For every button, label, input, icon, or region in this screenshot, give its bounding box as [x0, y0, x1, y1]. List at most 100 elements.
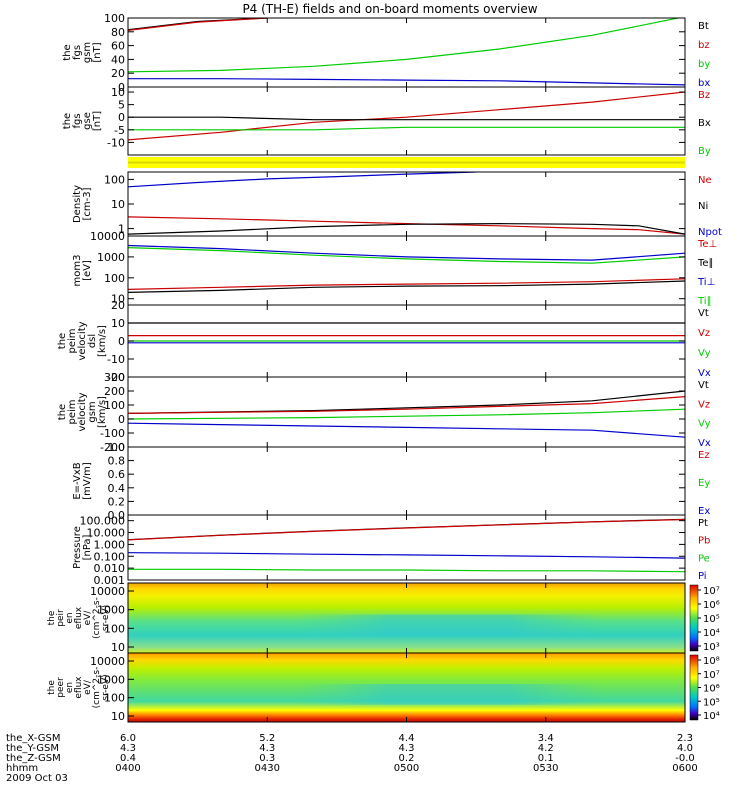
- colorbar-tick-label: 10⁴: [703, 628, 720, 639]
- legend-by: by: [698, 59, 710, 70]
- ephemeris-value: 4.2: [538, 743, 554, 754]
- ephemeris-value: 4.4: [399, 733, 415, 744]
- ylabel-line: Pressure: [72, 526, 83, 569]
- ylabel-line: (cm^2-s-: [92, 667, 102, 709]
- y-tick-label: 1000: [97, 673, 125, 686]
- y-tick-label: -10: [107, 136, 125, 149]
- ylabel-line: the: [62, 44, 73, 60]
- legend-Bx: Bx: [698, 118, 711, 129]
- ylabel-line: peir: [56, 609, 66, 627]
- ylabel-line: eflux: [74, 606, 84, 629]
- ylabel-line: fgs: [72, 45, 83, 60]
- ylabel-line: mom3: [72, 255, 83, 287]
- colorbar: [689, 584, 699, 652]
- ylabel-line: gsm: [82, 42, 93, 63]
- y-tick-label: -5: [114, 124, 125, 137]
- ephemeris-value: 4.0: [677, 743, 693, 754]
- y-tick-label: 10.000: [87, 527, 126, 540]
- y-tick-label: 10000: [90, 585, 125, 598]
- colorbar-tick-label: 10⁴: [703, 711, 720, 722]
- legend-Ni: Ni: [698, 201, 708, 212]
- y-tick-label: 40: [111, 53, 125, 66]
- ephemeris-value: 4.3: [259, 743, 275, 754]
- legend-Vx: Vx: [698, 368, 711, 379]
- series-line-Pb: [128, 518, 685, 541]
- ylabel-line: the: [57, 404, 68, 420]
- y-tick-label: 1.000: [94, 538, 126, 551]
- panel-plot-area: [128, 390, 685, 438]
- ylabel-line: velocity: [77, 321, 88, 360]
- ylabel-line: fgs: [72, 113, 83, 128]
- series-line-Pi: [128, 552, 685, 559]
- ylabel-line: peim: [67, 328, 78, 353]
- legend-Vx: Vx: [698, 438, 711, 449]
- series-line-Vt: [128, 390, 685, 414]
- y-tick-label: 80: [111, 26, 125, 39]
- legend-Ey: Ey: [698, 478, 710, 489]
- y-tick-label: -20: [107, 371, 125, 384]
- colorbar-tick-label: 10⁸: [703, 656, 720, 667]
- legend-Vy: Vy: [698, 348, 711, 359]
- ephemeris-label: the_Y-GSM: [6, 743, 59, 754]
- ephemeris-value: 5.2: [259, 733, 275, 744]
- ylabel-line: peer: [56, 677, 66, 698]
- series-line-Ni: [128, 222, 685, 235]
- ylabel-line: E=-VxB: [72, 462, 83, 499]
- legend-Te⊥: Te⊥: [697, 239, 717, 250]
- panel-frame: [127, 86, 686, 156]
- ylabel-line: peim: [67, 399, 78, 424]
- ylabel-line: the: [47, 680, 57, 695]
- y-tick-label: 10000: [90, 655, 125, 668]
- ylabel-line: en: [65, 682, 75, 693]
- panel-ylabel: the fgs gsm [nT]: [62, 42, 103, 63]
- y-tick-label: 0: [118, 413, 125, 426]
- legend-Vz: Vz: [698, 328, 710, 339]
- ylabel-line: [km/s]: [97, 396, 108, 428]
- y-tick-label: 10: [111, 293, 125, 306]
- series-line-Bx: [128, 116, 685, 121]
- ephemeris-value: -0.0: [675, 753, 695, 764]
- panel-ylabel: Density [cm-3]: [72, 185, 93, 223]
- y-tick-label: 10: [111, 641, 125, 654]
- ephemeris-value: 0500: [394, 763, 419, 774]
- legend-Ti∥: Ti∥: [697, 296, 712, 307]
- figure-title: P4 (TH-E) fields and on-board moments ov…: [242, 2, 537, 16]
- panel-plot-area: [128, 322, 685, 344]
- legend-Vy: Vy: [698, 419, 711, 430]
- ephemeris-value: 0400: [115, 763, 140, 774]
- legend-Pe: Pe: [698, 553, 710, 564]
- y-tick-label: 10: [111, 710, 125, 723]
- y-tick-label: 20: [111, 299, 125, 312]
- panel-frame: [127, 446, 686, 516]
- ephemeris-value: 0430: [255, 763, 280, 774]
- ylabel-line: the: [47, 610, 57, 625]
- series-line-bx: [128, 78, 685, 86]
- ephemeris-value: 4.3: [120, 743, 136, 754]
- ylabel-line: gsm: [87, 401, 98, 422]
- y-tick-label: 0.100: [94, 550, 126, 563]
- y-tick-label: 1.0: [108, 441, 126, 454]
- panel-plot-area: [128, 172, 685, 235]
- legend-Ez: Ez: [698, 450, 710, 461]
- y-tick-label: 1000: [97, 604, 125, 617]
- y-tick-label: 100.000: [80, 515, 126, 528]
- y-tick-label: 0.4: [108, 482, 126, 495]
- panel-plot-area: [128, 518, 685, 573]
- y-tick-label: 1: [118, 223, 125, 236]
- y-tick-label: 0.2: [108, 495, 126, 508]
- y-tick-label: -100: [100, 427, 125, 440]
- y-tick-label: 200: [104, 385, 125, 398]
- legend-Vt: Vt: [698, 380, 709, 391]
- ylabel-line: sr-eV): [101, 674, 111, 700]
- y-tick-label: 60: [111, 40, 125, 53]
- panel-density: 100 10 1 Density [cm-3] Ne Ni Npot: [72, 171, 722, 238]
- panel-plot-area: [128, 18, 685, 86]
- spectrogram-ylabel: the peer en eflux eV/(cm^2-s-sr-eV): [47, 667, 111, 709]
- panel-pressure: 100.00010.0001.0000.1000.0100.001Pressur…: [72, 514, 710, 587]
- y-tick-label: 5: [118, 99, 125, 112]
